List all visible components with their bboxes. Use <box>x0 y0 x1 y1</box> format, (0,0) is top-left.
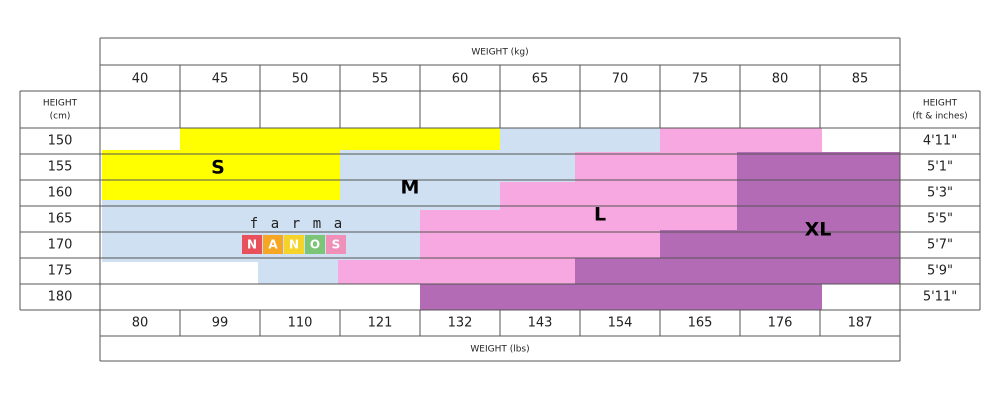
kg-value: 45 <box>212 72 229 87</box>
table-grid <box>19 37 981 362</box>
logo-tile <box>326 235 346 254</box>
size-label: XL <box>805 219 832 241</box>
ft-value: 5'7" <box>927 238 953 253</box>
kg-value: 85 <box>852 72 869 87</box>
logo-letter: N <box>247 238 257 252</box>
logo-letter: m <box>313 216 321 232</box>
lbs-value: 176 <box>768 316 793 331</box>
logo-letter: O <box>310 238 320 252</box>
logo-letter: N <box>289 238 299 252</box>
height-ft-unit: (ft & inches) <box>912 112 967 122</box>
height-ft-title: HEIGHT <box>923 99 958 109</box>
logo-letter: S <box>332 238 341 252</box>
lbs-value: 80 <box>132 316 149 331</box>
kg-value: 50 <box>292 72 309 87</box>
size-s-region <box>102 128 500 200</box>
size-xl-region <box>420 152 900 310</box>
kg-value: 75 <box>692 72 709 87</box>
ft-value: 5'9" <box>927 264 953 279</box>
size-label: L <box>594 204 606 226</box>
logo-letter: A <box>268 238 278 252</box>
cm-value: 160 <box>48 186 73 201</box>
cm-value: 175 <box>48 264 73 279</box>
size-label: M <box>401 177 420 199</box>
logo-tile <box>305 235 325 254</box>
lbs-value: 154 <box>608 316 633 331</box>
cm-value: 155 <box>48 160 73 175</box>
logo-letter: r <box>292 216 300 232</box>
kg-value: 55 <box>372 72 389 87</box>
kg-value: 40 <box>132 72 149 87</box>
table-labels: WEIGHT (kg) WEIGHT (lbs) HEIGHT (cm) HEIGHT (… <box>43 48 968 355</box>
logo-letter: a <box>271 216 279 232</box>
height-cm-unit: (cm) <box>50 112 71 122</box>
lbs-value: 121 <box>368 316 393 331</box>
lbs-value: 99 <box>212 316 229 331</box>
kg-value: 60 <box>452 72 469 87</box>
ft-value: 4'11" <box>923 134 957 149</box>
cm-value: 165 <box>48 212 73 227</box>
kg-value: 65 <box>532 72 549 87</box>
weight-lbs-title: WEIGHT (lbs) <box>470 345 529 355</box>
lbs-value: 143 <box>528 316 553 331</box>
size-label: S <box>211 157 225 179</box>
lbs-value: 110 <box>288 316 313 331</box>
logo-letter: f <box>250 216 258 232</box>
ft-value: 5'3" <box>927 186 953 201</box>
ft-value: 5'1" <box>927 160 953 175</box>
lbs-value: 165 <box>688 316 713 331</box>
lbs-value: 187 <box>848 316 873 331</box>
cm-value: 180 <box>48 290 73 305</box>
weight-kg-title: WEIGHT (kg) <box>471 48 528 58</box>
height-cm-title: HEIGHT <box>43 99 78 109</box>
lbs-value: 132 <box>448 316 473 331</box>
cm-value: 170 <box>48 238 73 253</box>
kg-value: 70 <box>612 72 629 87</box>
kg-value: 80 <box>772 72 789 87</box>
ft-value: 5'11" <box>923 290 957 305</box>
cm-value: 150 <box>48 134 73 149</box>
logo-tile <box>284 235 304 254</box>
logo-tile <box>263 235 283 254</box>
logo-tile <box>242 235 262 254</box>
ft-value: 5'5" <box>927 212 953 227</box>
logo-letter: a <box>334 216 342 232</box>
